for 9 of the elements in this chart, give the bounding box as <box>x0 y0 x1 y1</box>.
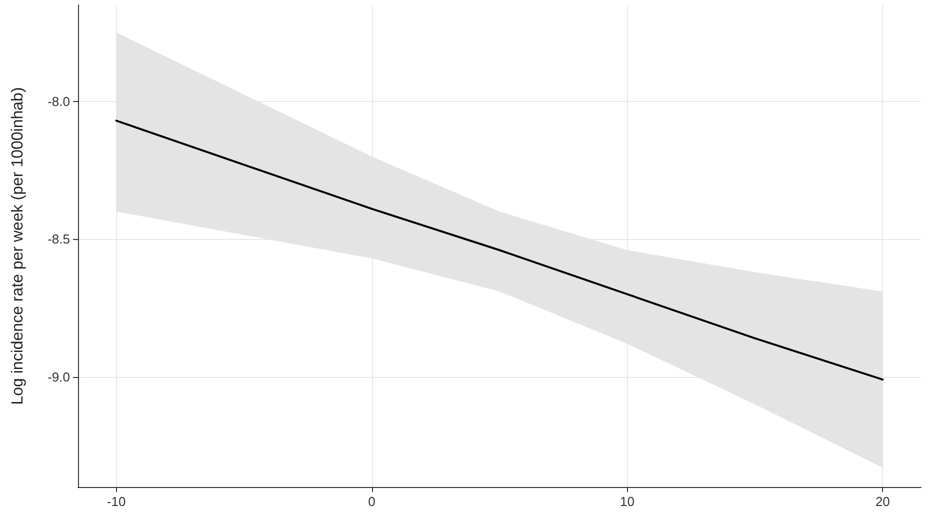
x-tick-label: 10 <box>620 494 634 509</box>
y-tick-label: -9.0 <box>48 369 70 384</box>
y-tick-label: -8.0 <box>48 94 70 109</box>
line-series <box>115 120 884 381</box>
x-tick-label: -10 <box>106 494 126 509</box>
y-axis-title: Log incidence rate per week (per 1000inhab) <box>10 87 26 405</box>
x-tick-label: 0 <box>368 494 376 509</box>
y-tick-label: -8.5 <box>48 232 70 247</box>
x-tick-label: 20 <box>875 494 890 509</box>
